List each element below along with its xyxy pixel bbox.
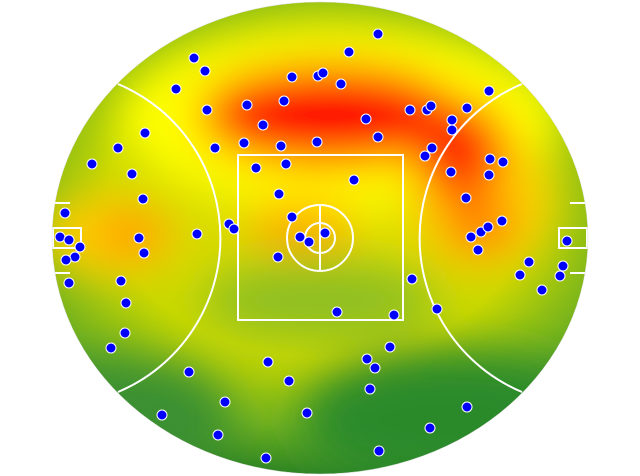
data-point <box>139 127 151 139</box>
data-point <box>460 192 472 204</box>
data-point <box>484 153 496 165</box>
data-point <box>303 236 315 248</box>
data-point <box>497 156 509 168</box>
data-point <box>105 342 117 354</box>
data-point <box>496 215 508 227</box>
data-point <box>301 407 313 419</box>
data-point <box>461 401 473 413</box>
data-point <box>112 142 124 154</box>
data-point <box>219 396 231 408</box>
data-point <box>137 193 149 205</box>
data-point <box>294 231 306 243</box>
data-point <box>250 162 262 174</box>
data-point <box>260 452 272 464</box>
data-point <box>461 102 473 114</box>
data-point <box>238 137 250 149</box>
data-point <box>331 306 343 318</box>
data-point <box>275 140 287 152</box>
field-markings <box>52 83 588 393</box>
data-point <box>384 341 396 353</box>
data-point <box>212 429 224 441</box>
data-point <box>183 366 195 378</box>
data-point <box>63 277 75 289</box>
data-point <box>201 104 213 116</box>
data-point <box>373 445 385 457</box>
data-point <box>446 114 458 126</box>
data-point <box>209 142 221 154</box>
data-point <box>445 166 457 178</box>
data-point <box>372 28 384 40</box>
data-point <box>133 232 145 244</box>
data-point <box>278 95 290 107</box>
data-point <box>335 78 347 90</box>
data-point <box>465 231 477 243</box>
data-point <box>115 275 127 287</box>
data-point <box>319 227 331 239</box>
data-point <box>119 327 131 339</box>
data-point <box>424 422 436 434</box>
data-point <box>60 254 72 266</box>
data-point <box>228 223 240 235</box>
data-point <box>364 383 376 395</box>
data-point <box>554 270 566 282</box>
data-point <box>191 228 203 240</box>
data-point <box>483 85 495 97</box>
data-point <box>472 244 484 256</box>
data-point <box>188 52 200 64</box>
data-point <box>343 46 355 58</box>
data-point <box>446 124 458 136</box>
data-point <box>536 284 548 296</box>
data-point <box>317 67 329 79</box>
data-point <box>388 309 400 321</box>
data-point <box>138 247 150 259</box>
data-point <box>311 136 323 148</box>
data-point <box>86 158 98 170</box>
data-point <box>286 211 298 223</box>
data-point <box>280 158 292 170</box>
data-point <box>482 221 494 233</box>
data-point <box>241 99 253 111</box>
data-point <box>348 174 360 186</box>
data-point <box>514 269 526 281</box>
data-point <box>425 100 437 112</box>
data-point <box>561 235 573 247</box>
data-point <box>404 104 416 116</box>
data-point <box>262 356 274 368</box>
data-point <box>431 303 443 315</box>
data-point <box>369 362 381 374</box>
data-point <box>120 297 132 309</box>
data-point <box>257 119 269 131</box>
data-point <box>126 168 138 180</box>
data-point <box>483 169 495 181</box>
data-point <box>199 65 211 77</box>
field-boundary <box>51 1 589 475</box>
data-point <box>272 251 284 263</box>
data-point <box>283 375 295 387</box>
data-point <box>74 241 86 253</box>
data-point <box>360 113 372 125</box>
data-point <box>170 83 182 95</box>
data-point <box>156 409 168 421</box>
data-point <box>59 207 71 219</box>
data-point <box>273 188 285 200</box>
data-point <box>69 251 81 263</box>
data-point <box>419 150 431 162</box>
data-point <box>361 353 373 365</box>
data-point <box>54 231 66 243</box>
data-point <box>372 131 384 143</box>
data-point <box>523 256 535 268</box>
data-point <box>426 142 438 154</box>
data-point <box>286 71 298 83</box>
data-point <box>63 234 75 246</box>
data-point <box>557 260 569 272</box>
data-point <box>406 273 418 285</box>
